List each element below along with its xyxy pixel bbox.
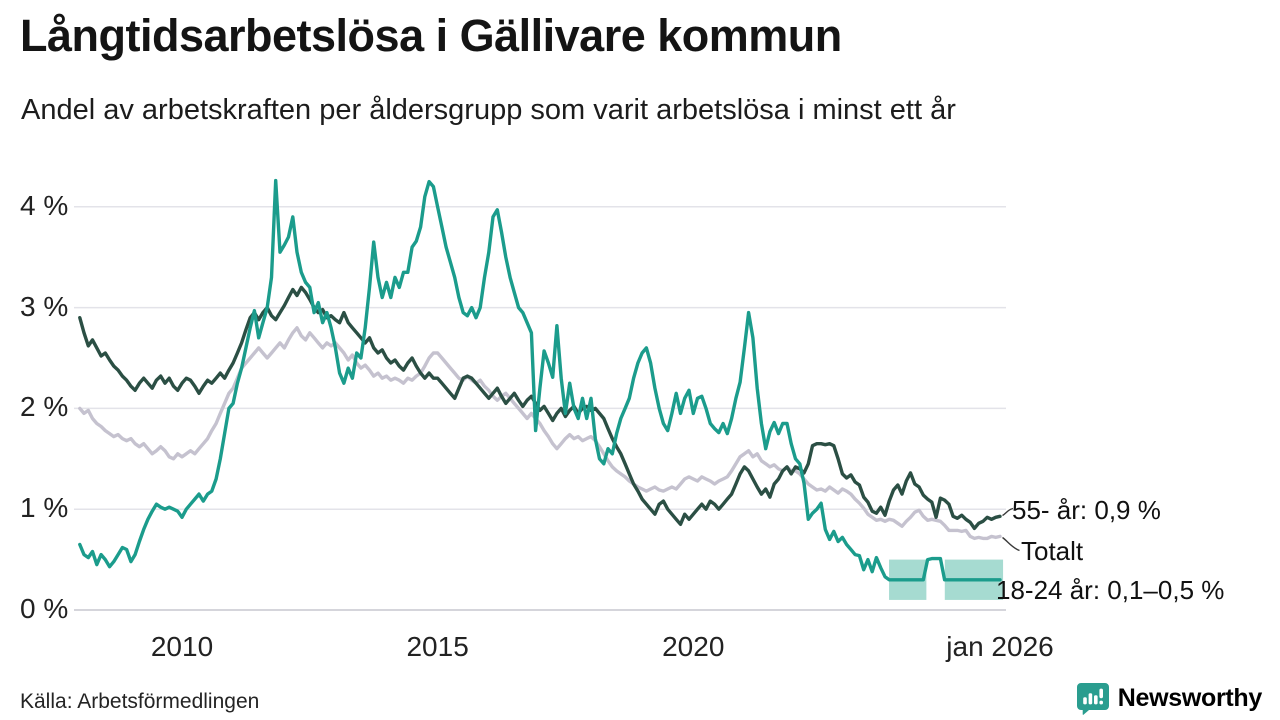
line-55-r [78, 285, 1002, 531]
newsworthy-logo: Newsworthy [1076, 682, 1263, 715]
x-tick-label: 2020 [662, 631, 725, 662]
line-totalt [78, 326, 1002, 541]
page-title: Långtidsarbetslösa i Gällivare kommun [20, 10, 842, 61]
y-tick-label: 4 % [20, 189, 69, 221]
newsworthy-icon [1076, 683, 1109, 715]
series-end-label-55-ar: 55- år: 0,9 % [1012, 495, 1161, 525]
series-end-label-totalt: Totalt [1021, 536, 1084, 566]
x-tick-label: 2015 [406, 631, 469, 662]
x-tick-label: 2010 [150, 631, 214, 662]
y-tick-label: 1 % [20, 492, 69, 524]
y-tick-label: 3 % [20, 290, 69, 322]
y-tick-label: 0 % [20, 593, 69, 624]
newsworthy-wordmark: Newsworthy [1117, 684, 1263, 712]
x-tick-label: jan 2026 [946, 631, 1054, 662]
label-connector-totalt [1002, 536, 1020, 552]
source-note: Källa: Arbetsförmedlingen [20, 690, 260, 713]
y-tick-label: 2 % [20, 391, 69, 423]
label-connector-55-ar [1002, 507, 1014, 517]
chart-subtitle: Andel av arbetskraften per åldersgrupp s… [21, 94, 956, 126]
line-18-24-r [78, 178, 1002, 582]
series-end-label-18-24-ar: 18-24 år: 0,1–0,5 % [996, 575, 1225, 605]
